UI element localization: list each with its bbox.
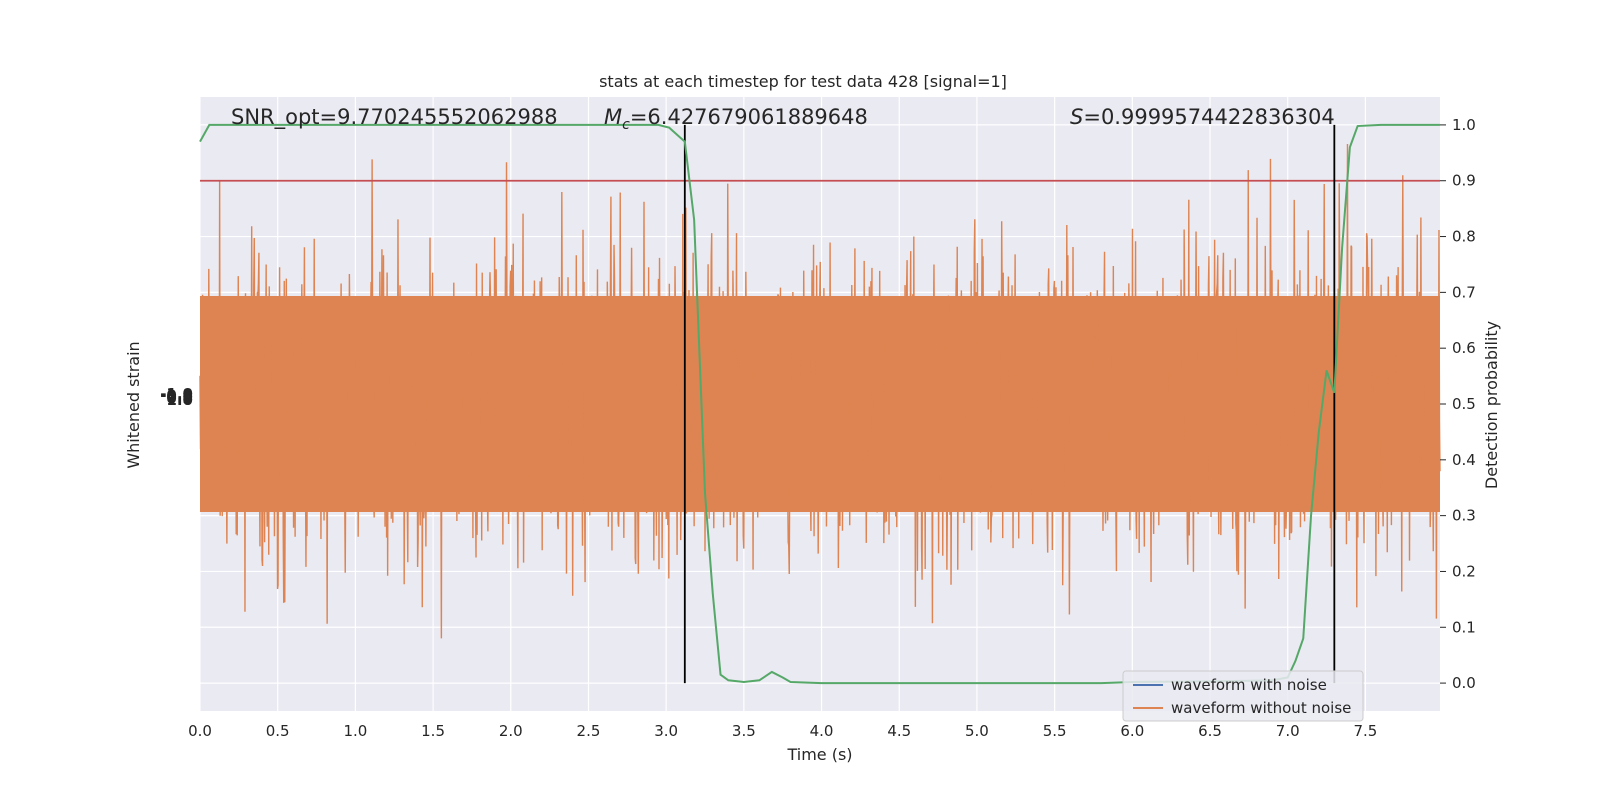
chirp-mass-annotation: Mc=6.427679061889648: [604, 105, 868, 133]
right-tick-label: 0.4: [1452, 451, 1476, 469]
x-tick-label: 5.5: [1043, 722, 1067, 740]
x-tick-label: 7.0: [1276, 722, 1300, 740]
right-tick-label: 0.0: [1452, 674, 1476, 692]
right-tick-label: 1.0: [1452, 116, 1476, 134]
x-tick-label: 5.0: [965, 722, 989, 740]
right-tick-label: 0.5: [1452, 395, 1476, 413]
right-axis-ticks: 0.0 0.1 0.2 0.3 0.4 0.5 0.6 0.7 0.8 0.9 1.0: [1440, 116, 1476, 692]
detection-stat-annotation: S=0.9999574422836304: [1070, 105, 1335, 129]
legend: waveform with noise waveform without noi…: [1122, 670, 1364, 722]
right-tick-label: 0.7: [1452, 283, 1476, 301]
chirp-mass-symbol: M: [604, 105, 622, 129]
x-tick-label: 6.0: [1120, 722, 1144, 740]
right-axis-label: Detection probability: [1482, 321, 1501, 489]
detection-probability-line: [199, 123, 1440, 685]
legend-label-without-noise: waveform without noise: [1171, 699, 1351, 717]
left-tick-label: -1.0: [160, 385, 193, 403]
right-tick-label: 0.3: [1452, 507, 1476, 525]
left-axis-label: Whitened strain: [124, 341, 143, 468]
right-tick-label: 0.2: [1452, 562, 1476, 580]
probability-curve: [199, 123, 1440, 685]
x-tick-label: 2.5: [577, 722, 601, 740]
x-tick-label: 7.5: [1353, 722, 1377, 740]
x-tick-label: 3.5: [732, 722, 756, 740]
x-axis-ticks: 0.0 0.5 1.0 1.5 2.0 2.5 3.0 3.5 4.0 4.5 5.0 5.5 6.0 6…: [188, 722, 1377, 740]
x-tick-label: 0.5: [266, 722, 290, 740]
chart-title: stats at each timestep for test data 428…: [599, 72, 1007, 91]
right-tick-label: 0.6: [1452, 339, 1476, 357]
left-tick-label: 0.0: [166, 388, 193, 406]
left-tick-label: -0.5: [160, 387, 193, 405]
legend-label-with-noise: waveform with noise: [1171, 676, 1327, 694]
left-tick-label: 0.5: [166, 390, 193, 408]
left-tick-label: 1.0: [166, 391, 193, 409]
strain-trace: [199, 143, 1441, 639]
legend-box: [1122, 670, 1364, 722]
x-tick-label: 6.5: [1198, 722, 1222, 740]
x-tick-label: 4.5: [887, 722, 911, 740]
left-axis-ticks: -1.0-0.50.00.51.0: [160, 385, 193, 409]
right-tick-label: 0.8: [1452, 228, 1476, 246]
chirp-mass-subscript: c: [622, 117, 630, 133]
x-tick-label: 3.0: [654, 722, 678, 740]
detection-stat-value: =0.9999574422836304: [1083, 105, 1334, 129]
x-tick-label: 1.0: [343, 722, 367, 740]
snr-annotation: SNR_opt=9.770245552062988: [231, 105, 558, 130]
x-axis-label: Time (s): [786, 745, 852, 764]
x-tick-label: 1.5: [421, 722, 445, 740]
x-tick-label: 2.0: [499, 722, 523, 740]
waveform-without-noise-trace: [199, 143, 1441, 639]
x-tick-label: 4.0: [810, 722, 834, 740]
right-tick-label: 0.1: [1452, 618, 1476, 636]
overlay-lines: [200, 124, 1440, 684]
chirp-mass-value: =6.427679061889648: [630, 105, 868, 129]
x-tick-label: 0.0: [188, 722, 212, 740]
right-tick-label: 0.9: [1452, 172, 1476, 190]
detection-stat-symbol: S: [1070, 105, 1083, 129]
